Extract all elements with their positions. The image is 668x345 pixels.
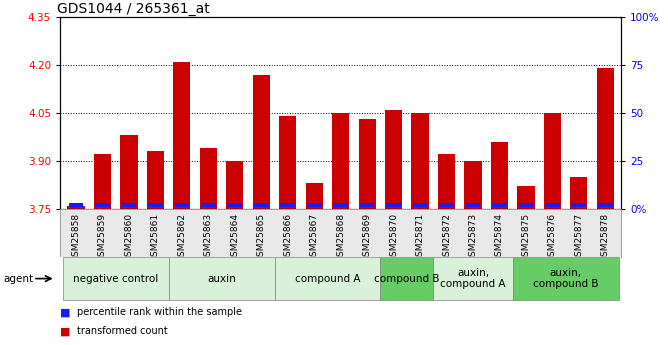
Bar <box>200 148 217 209</box>
Bar <box>598 203 613 207</box>
Text: GDS1044 / 265361_at: GDS1044 / 265361_at <box>57 2 210 16</box>
Bar <box>411 113 429 209</box>
Bar <box>466 203 480 207</box>
Bar <box>94 155 111 209</box>
Text: GSM25858: GSM25858 <box>71 213 81 262</box>
Bar <box>275 257 380 300</box>
Bar <box>544 113 561 209</box>
Bar <box>360 203 375 207</box>
Bar <box>413 203 428 207</box>
Text: ■: ■ <box>60 307 71 317</box>
Bar <box>168 257 275 300</box>
Text: GSM25876: GSM25876 <box>548 213 557 262</box>
Text: GSM25869: GSM25869 <box>363 213 371 262</box>
Text: percentile rank within the sample: percentile rank within the sample <box>77 307 242 317</box>
Bar <box>464 161 482 209</box>
Text: GSM25862: GSM25862 <box>178 213 186 262</box>
Text: GSM25864: GSM25864 <box>230 213 239 262</box>
Bar <box>517 186 534 209</box>
Bar <box>63 257 168 300</box>
Text: ■: ■ <box>60 326 71 336</box>
Bar <box>254 203 269 207</box>
Bar <box>492 203 507 207</box>
Bar <box>120 135 138 209</box>
Text: GSM25873: GSM25873 <box>468 213 478 262</box>
Text: agent: agent <box>3 274 33 284</box>
Bar <box>226 161 243 209</box>
Bar <box>513 257 619 300</box>
Bar <box>173 62 190 209</box>
Bar <box>359 119 376 209</box>
Bar <box>95 203 110 207</box>
Bar <box>67 206 85 209</box>
Bar <box>332 113 349 209</box>
Text: GSM25859: GSM25859 <box>98 213 107 262</box>
Bar <box>380 257 434 300</box>
Text: GSM25860: GSM25860 <box>124 213 134 262</box>
Text: GSM25861: GSM25861 <box>151 213 160 262</box>
Bar <box>279 116 297 209</box>
Text: GSM25875: GSM25875 <box>522 213 530 262</box>
Bar <box>148 203 163 207</box>
Text: GSM25866: GSM25866 <box>283 213 292 262</box>
Bar <box>333 203 348 207</box>
Bar <box>385 110 402 209</box>
Bar <box>281 203 295 207</box>
Bar <box>306 183 323 209</box>
Text: auxin: auxin <box>207 274 236 284</box>
Bar <box>307 203 321 207</box>
Bar <box>491 142 508 209</box>
Text: transformed count: transformed count <box>77 326 168 336</box>
Text: negative control: negative control <box>73 274 158 284</box>
Text: auxin,
compound B: auxin, compound B <box>533 268 599 289</box>
Text: GSM25867: GSM25867 <box>310 213 319 262</box>
Bar <box>570 177 587 209</box>
Bar <box>147 151 164 209</box>
Bar <box>253 75 270 209</box>
Text: compound B: compound B <box>374 274 440 284</box>
Bar <box>201 203 216 207</box>
Bar <box>122 203 136 207</box>
Bar <box>438 155 455 209</box>
Bar <box>597 68 614 209</box>
Bar <box>69 203 84 207</box>
Bar <box>545 203 560 207</box>
Bar <box>440 203 454 207</box>
Text: GSM25868: GSM25868 <box>336 213 345 262</box>
Bar <box>386 203 401 207</box>
Bar <box>518 203 533 207</box>
Text: GSM25874: GSM25874 <box>495 213 504 262</box>
Text: GSM25872: GSM25872 <box>442 213 451 262</box>
Bar <box>434 257 513 300</box>
Bar <box>228 203 242 207</box>
Bar <box>174 203 189 207</box>
Text: auxin,
compound A: auxin, compound A <box>440 268 506 289</box>
Text: GSM25877: GSM25877 <box>574 213 583 262</box>
Text: compound A: compound A <box>295 274 360 284</box>
Bar <box>572 203 587 207</box>
Text: GSM25870: GSM25870 <box>389 213 398 262</box>
Text: GSM25871: GSM25871 <box>415 213 425 262</box>
Text: GSM25863: GSM25863 <box>204 213 213 262</box>
Text: GSM25878: GSM25878 <box>601 213 610 262</box>
Text: GSM25865: GSM25865 <box>257 213 266 262</box>
